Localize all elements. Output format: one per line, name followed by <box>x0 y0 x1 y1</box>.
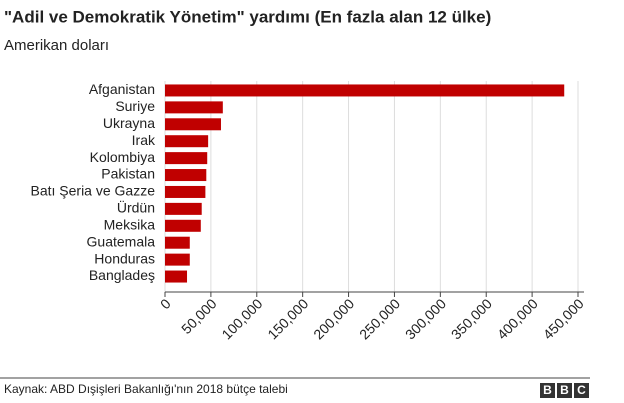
x-tick-label: 50,000 <box>178 295 220 337</box>
logo-letter: C <box>577 383 586 397</box>
y-tick-label: Meksika <box>104 216 156 232</box>
y-tick-label: Bangladeş <box>89 267 155 283</box>
bar <box>165 202 202 215</box>
bar <box>165 270 188 283</box>
bar <box>165 118 221 131</box>
y-tick-label: Guatemala <box>87 233 156 249</box>
bar <box>165 219 201 232</box>
x-tick-label: 150,000 <box>264 295 311 342</box>
bar <box>165 185 206 198</box>
bar <box>165 253 190 266</box>
logo-letter: B <box>560 383 569 397</box>
bar <box>165 84 565 97</box>
x-tick-label: 250,000 <box>356 295 403 342</box>
x-tick-label: 300,000 <box>402 295 449 342</box>
y-tick-label: Batı Şeria ve Gazze <box>30 183 155 199</box>
x-tick-label: 350,000 <box>448 295 495 342</box>
bar <box>165 152 208 165</box>
y-tick-label: Irak <box>132 132 156 148</box>
y-tick-label: Afganistan <box>89 81 155 97</box>
x-tick-label: 400,000 <box>494 295 541 342</box>
bar <box>165 236 190 249</box>
y-tick-label: Suriye <box>115 98 155 114</box>
y-tick-label: Ukrayna <box>103 115 155 131</box>
y-tick-label: Honduras <box>94 250 155 266</box>
y-tick-label: Kolombiya <box>90 149 156 165</box>
bar <box>165 135 209 148</box>
logo <box>540 383 589 398</box>
x-tick-label: 100,000 <box>218 295 265 342</box>
chart-subtitle: Amerikan doları <box>4 37 109 54</box>
source: Kaynak: ABD Dışişleri Bakanlığı'nın 2018… <box>4 382 288 396</box>
x-tick-label: 0 <box>157 295 174 312</box>
x-tick-label: 450,000 <box>540 295 587 342</box>
chart-title: "Adil ve Demokratik Yönetim" yardımı (En… <box>4 7 491 26</box>
bar <box>165 101 223 114</box>
x-tick-label: 200,000 <box>310 295 357 342</box>
y-tick-label: Ürdün <box>117 199 155 216</box>
logo-letter: B <box>543 383 552 397</box>
y-tick-label: Pakistan <box>101 166 155 182</box>
bar <box>165 169 207 182</box>
